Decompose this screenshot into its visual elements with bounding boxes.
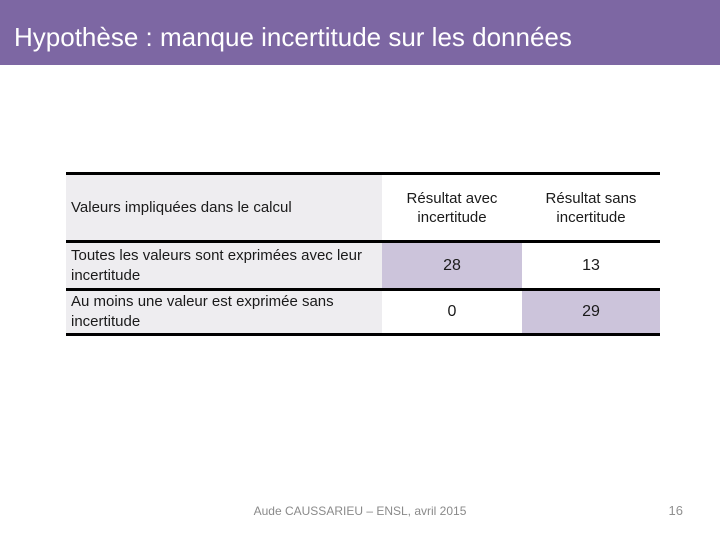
table-header-result-with-uncertainty: Résultat avec incertitude bbox=[382, 175, 522, 240]
cell-value-sans: 29 bbox=[522, 291, 660, 333]
table-header-result-without-uncertainty: Résultat sans incertitude bbox=[522, 175, 660, 240]
slide-title-bar: Hypothèse : manque incertitude sur les d… bbox=[0, 0, 720, 65]
table-header-row: Valeurs impliquées dans le calcul Résult… bbox=[66, 175, 660, 243]
table-row: Au moins une valeur est exprimée sans in… bbox=[66, 291, 660, 336]
footer-credit: Aude CAUSSARIEU – ENSL, avril 2015 bbox=[253, 504, 467, 518]
row-label-all-values-with-uncertainty: Toutes les valeurs sont exprimées avec l… bbox=[66, 243, 382, 288]
row-label-at-least-one-without-uncertainty: Au moins une valeur est exprimée sans in… bbox=[66, 291, 382, 333]
cell-value-sans: 13 bbox=[522, 243, 660, 288]
cell-value-avec: 0 bbox=[382, 291, 522, 333]
slide-title: Hypothèse : manque incertitude sur les d… bbox=[14, 22, 572, 53]
results-table: Valeurs impliquées dans le calcul Résult… bbox=[66, 172, 660, 336]
table-row: Toutes les valeurs sont exprimées avec l… bbox=[66, 243, 660, 291]
page-number: 16 bbox=[668, 503, 683, 518]
cell-value-avec: 28 bbox=[382, 243, 522, 288]
table-header-label-column: Valeurs impliquées dans le calcul bbox=[66, 175, 382, 240]
